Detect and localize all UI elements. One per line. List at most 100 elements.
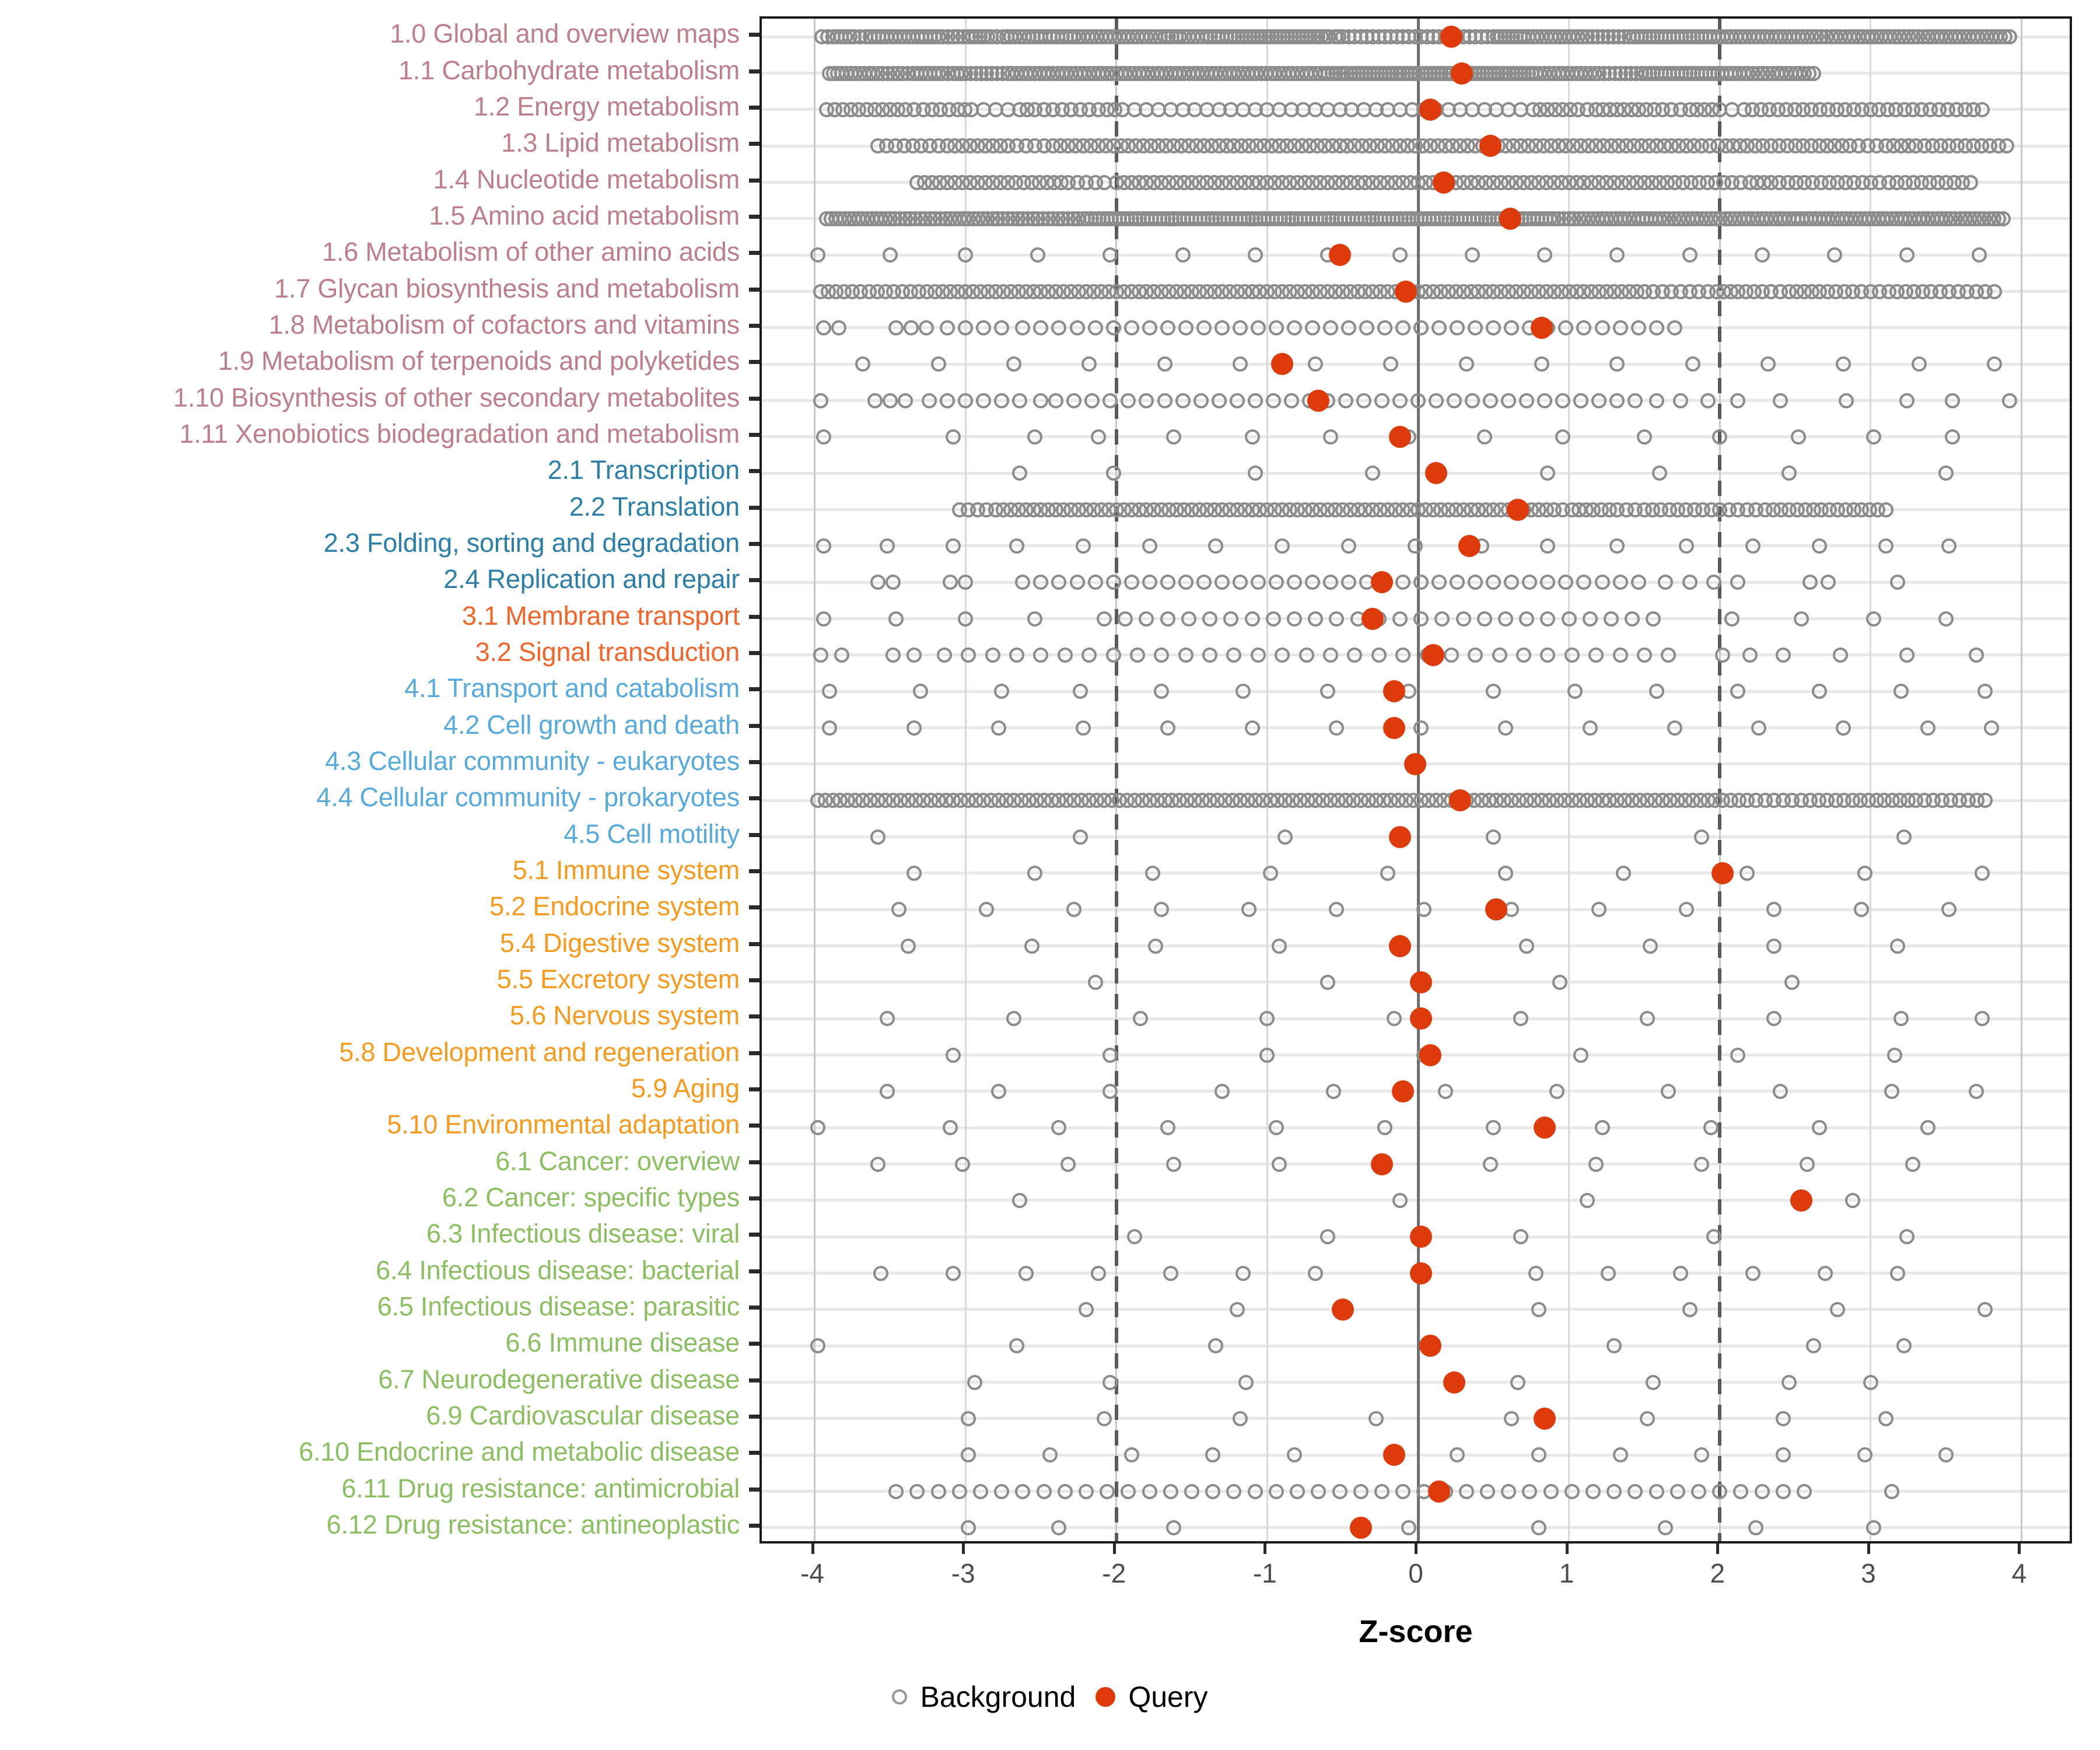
background-point: [1347, 647, 1363, 663]
query-point[interactable]: [1362, 607, 1384, 630]
background-point: [994, 393, 1010, 408]
x-axis-title: Z-score: [1359, 1614, 1473, 1649]
query-point[interactable]: [1410, 1226, 1433, 1248]
background-point: [1429, 393, 1444, 408]
query-point[interactable]: [1428, 1480, 1451, 1503]
query-point[interactable]: [1790, 1189, 1812, 1212]
query-point[interactable]: [1410, 1007, 1433, 1030]
y-axis-category-label: 2.4 Replication and repair: [443, 564, 740, 594]
background-point: [1075, 720, 1091, 736]
query-point[interactable]: [1422, 643, 1444, 666]
background-point: [1667, 320, 1682, 335]
query-point[interactable]: [1506, 498, 1529, 521]
query-point[interactable]: [1432, 171, 1455, 194]
background-point: [1015, 320, 1031, 335]
background-point: [1015, 1483, 1031, 1499]
background-point: [1033, 647, 1049, 663]
query-point[interactable]: [1419, 1335, 1441, 1357]
query-point[interactable]: [1388, 825, 1411, 848]
legend-item-background[interactable]: Background: [892, 1680, 1076, 1714]
query-point[interactable]: [1404, 752, 1426, 775]
background-point: [1648, 393, 1664, 408]
background-point: [1920, 1120, 1936, 1136]
background-point: [1298, 647, 1314, 663]
query-point[interactable]: [1458, 534, 1480, 557]
background-point: [888, 320, 904, 335]
query-point[interactable]: [1388, 425, 1411, 448]
background-point: [1341, 538, 1357, 554]
background-point: [1250, 575, 1266, 590]
background-point: [1694, 829, 1710, 845]
background-point: [1012, 1192, 1028, 1208]
query-point[interactable]: [1451, 62, 1473, 85]
background-point: [954, 1156, 970, 1172]
legend-label-background: Background: [920, 1681, 1076, 1713]
background-point: [1323, 320, 1338, 335]
y-axis-tick: [749, 69, 760, 74]
query-point[interactable]: [1271, 353, 1294, 376]
query-point[interactable]: [1443, 1371, 1466, 1394]
query-point[interactable]: [1479, 135, 1502, 158]
background-point: [882, 247, 898, 263]
query-point[interactable]: [1328, 244, 1351, 267]
query-point[interactable]: [1419, 98, 1441, 121]
y-axis-tick: [749, 505, 760, 510]
query-point[interactable]: [1395, 280, 1418, 303]
background-point: [1555, 429, 1571, 444]
query-point[interactable]: [1370, 571, 1393, 594]
background-point: [1118, 611, 1133, 626]
background-point: [1537, 393, 1553, 408]
y-axis-labels: 1.0 Global and overview maps 1.1 Carbohyd…: [0, 0, 760, 1538]
background-point: [1498, 865, 1513, 881]
background-point: [991, 720, 1007, 736]
background-point: [1329, 902, 1345, 918]
query-point[interactable]: [1382, 680, 1405, 703]
background-point: [1468, 647, 1483, 663]
background-point: [1051, 1120, 1067, 1136]
background-point: [1142, 320, 1157, 335]
query-point[interactable]: [1370, 1153, 1393, 1175]
query-point[interactable]: [1388, 935, 1411, 957]
background-point: [1724, 611, 1740, 626]
query-point[interactable]: [1307, 389, 1330, 412]
query-point[interactable]: [1425, 462, 1448, 485]
query-point[interactable]: [1712, 862, 1734, 884]
legend-item-query[interactable]: Query: [1096, 1680, 1208, 1714]
background-point: [1338, 393, 1353, 408]
query-point[interactable]: [1410, 971, 1433, 993]
y-axis-category-label: 1.4 Nucleotide metabolism: [433, 164, 740, 194]
background-point: [1694, 1447, 1710, 1463]
background-point: [1905, 1156, 1921, 1172]
y-axis-category-label: 4.5 Cell motility: [564, 818, 740, 849]
background-point: [813, 647, 828, 663]
query-point[interactable]: [1419, 1044, 1441, 1066]
background-point: [1540, 538, 1556, 554]
y-axis-category-label: 6.12 Drug resistance: antineoplastic: [326, 1509, 740, 1539]
query-point[interactable]: [1331, 1298, 1354, 1321]
background-point: [1745, 538, 1761, 554]
background-point: [1733, 1483, 1749, 1499]
query-point[interactable]: [1534, 1407, 1556, 1430]
query-point[interactable]: [1410, 1262, 1433, 1284]
query-point[interactable]: [1485, 898, 1508, 921]
query-point[interactable]: [1382, 716, 1405, 739]
x-axis-tick-label: 0: [1408, 1558, 1423, 1588]
background-point: [1857, 1447, 1873, 1463]
background-point: [1739, 865, 1755, 881]
background-point: [1066, 393, 1082, 408]
background-point: [1606, 1338, 1622, 1354]
background-point: [1232, 1410, 1248, 1426]
query-point[interactable]: [1534, 1116, 1556, 1139]
query-point[interactable]: [1392, 1080, 1415, 1102]
query-point[interactable]: [1499, 207, 1521, 230]
query-point[interactable]: [1349, 1516, 1372, 1539]
y-axis-category-label: 1.9 Metabolism of terpenoids and polyket…: [218, 346, 740, 376]
query-point[interactable]: [1449, 789, 1472, 812]
query-point[interactable]: [1382, 1444, 1405, 1466]
background-point: [870, 829, 886, 845]
query-point[interactable]: [1531, 316, 1553, 339]
background-point: [1175, 247, 1191, 263]
background-point: [1163, 1483, 1178, 1499]
background-point: [831, 320, 846, 335]
query-point[interactable]: [1440, 26, 1462, 48]
